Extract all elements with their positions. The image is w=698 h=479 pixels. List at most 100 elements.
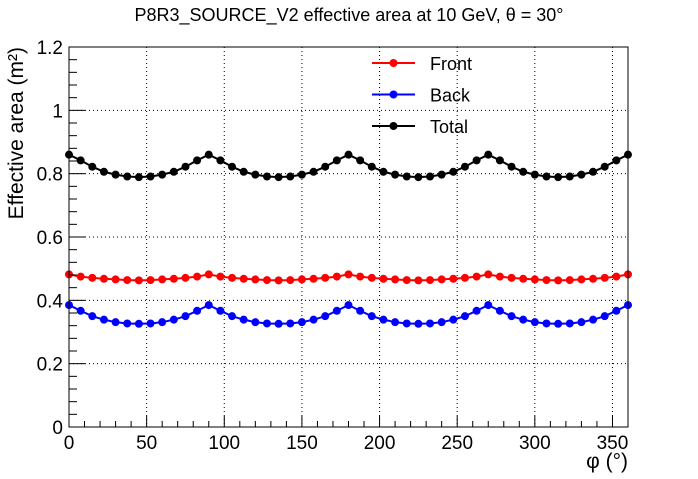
y-tick-label-0: 0 bbox=[52, 418, 63, 439]
data-point-total bbox=[134, 173, 143, 182]
data-point-front bbox=[589, 274, 598, 283]
data-point-front bbox=[414, 276, 423, 285]
data-point-total bbox=[437, 170, 446, 179]
legend-marker-total bbox=[389, 122, 398, 130]
data-point-back bbox=[123, 319, 132, 328]
data-point-front bbox=[88, 273, 97, 282]
data-point-back bbox=[76, 306, 85, 315]
data-point-back bbox=[321, 312, 330, 321]
series-front bbox=[65, 270, 632, 285]
data-point-back bbox=[309, 315, 318, 324]
data-point-total bbox=[577, 170, 586, 179]
data-point-front bbox=[76, 272, 85, 281]
data-point-total bbox=[239, 167, 248, 176]
y-tick-label-5: 1 bbox=[52, 101, 63, 122]
data-point-back bbox=[158, 318, 167, 327]
legend-label-total: Total bbox=[430, 117, 468, 137]
data-point-total bbox=[76, 156, 85, 165]
data-point-front bbox=[426, 276, 435, 285]
data-point-total bbox=[367, 162, 376, 171]
data-point-front bbox=[239, 274, 248, 283]
data-point-back bbox=[414, 319, 423, 328]
data-point-front bbox=[344, 270, 353, 279]
data-point-front bbox=[542, 276, 551, 285]
data-point-total bbox=[472, 156, 481, 165]
data-point-back bbox=[216, 306, 225, 315]
data-point-total bbox=[181, 162, 190, 171]
data-point-back bbox=[239, 315, 248, 324]
data-point-back bbox=[286, 319, 295, 328]
data-point-total bbox=[507, 162, 516, 171]
data-point-back bbox=[169, 315, 178, 324]
data-point-front bbox=[507, 273, 516, 282]
data-point-total bbox=[274, 173, 283, 182]
data-point-front bbox=[111, 275, 120, 284]
plot-frame bbox=[68, 46, 629, 428]
data-point-front bbox=[565, 276, 574, 285]
data-point-front bbox=[274, 276, 283, 285]
data-point-total bbox=[262, 172, 271, 181]
data-point-total bbox=[589, 167, 598, 176]
data-point-back bbox=[402, 319, 411, 328]
data-point-front bbox=[495, 272, 504, 281]
data-point-back bbox=[367, 312, 376, 321]
data-point-total bbox=[344, 150, 353, 159]
data-point-back bbox=[472, 306, 481, 315]
legend-entry-front: Front bbox=[372, 54, 472, 74]
data-point-total bbox=[530, 170, 539, 179]
data-point-total bbox=[123, 172, 132, 181]
data-point-total bbox=[251, 170, 260, 179]
series-back bbox=[65, 301, 632, 328]
data-point-front bbox=[321, 273, 330, 282]
x-tick-label-1: 50 bbox=[136, 433, 157, 454]
data-point-total bbox=[484, 150, 493, 159]
data-point-back bbox=[589, 315, 598, 324]
data-point-front bbox=[134, 276, 143, 285]
data-point-back bbox=[332, 306, 341, 315]
data-point-front bbox=[367, 273, 376, 282]
x-tick-label-6: 300 bbox=[519, 433, 551, 454]
data-point-front bbox=[402, 276, 411, 285]
data-point-front bbox=[99, 274, 108, 283]
legend-entry-total: Total bbox=[372, 117, 468, 137]
data-point-back bbox=[507, 312, 516, 321]
data-point-total bbox=[612, 156, 621, 165]
y-tick-label-4: 0.8 bbox=[37, 165, 63, 186]
data-point-total bbox=[158, 170, 167, 179]
data-point-total bbox=[216, 156, 225, 165]
y-tick-label-1: 0.2 bbox=[37, 355, 63, 376]
y-axis-title: Effective area (m²) bbox=[5, 47, 28, 219]
x-tick-label-0: 0 bbox=[64, 433, 75, 454]
data-point-total bbox=[332, 156, 341, 165]
data-point-total bbox=[391, 170, 400, 179]
x-tick-label-4: 200 bbox=[364, 433, 396, 454]
data-point-back bbox=[426, 319, 435, 328]
axis-layer: 0 50 100 150 200 250 300 350 0 0.2 0.4 0.6 0.8 1 1.2 bbox=[37, 38, 629, 454]
data-point-back bbox=[228, 312, 237, 321]
x-tick-label-7: 350 bbox=[597, 433, 629, 454]
data-point-total bbox=[99, 167, 108, 176]
data-point-back bbox=[356, 306, 365, 315]
data-point-total bbox=[414, 173, 423, 182]
data-point-front bbox=[356, 272, 365, 281]
data-point-back bbox=[134, 319, 143, 328]
data-point-front bbox=[216, 272, 225, 281]
data-point-total bbox=[309, 167, 318, 176]
data-point-total bbox=[600, 162, 609, 171]
data-point-front bbox=[577, 275, 586, 284]
data-point-front bbox=[193, 272, 202, 281]
data-point-total bbox=[204, 150, 213, 159]
data-point-total bbox=[356, 156, 365, 165]
data-point-back bbox=[554, 319, 563, 328]
data-point-back bbox=[519, 315, 528, 324]
y-tick-label-6: 1.2 bbox=[37, 38, 63, 59]
data-point-total bbox=[554, 173, 563, 182]
data-point-front bbox=[460, 273, 469, 282]
data-point-back bbox=[600, 312, 609, 321]
data-point-back bbox=[193, 306, 202, 315]
data-point-back bbox=[251, 318, 260, 327]
data-point-front bbox=[228, 273, 237, 282]
data-point-total bbox=[519, 167, 528, 176]
data-point-back bbox=[181, 312, 190, 321]
data-point-front bbox=[519, 274, 528, 283]
